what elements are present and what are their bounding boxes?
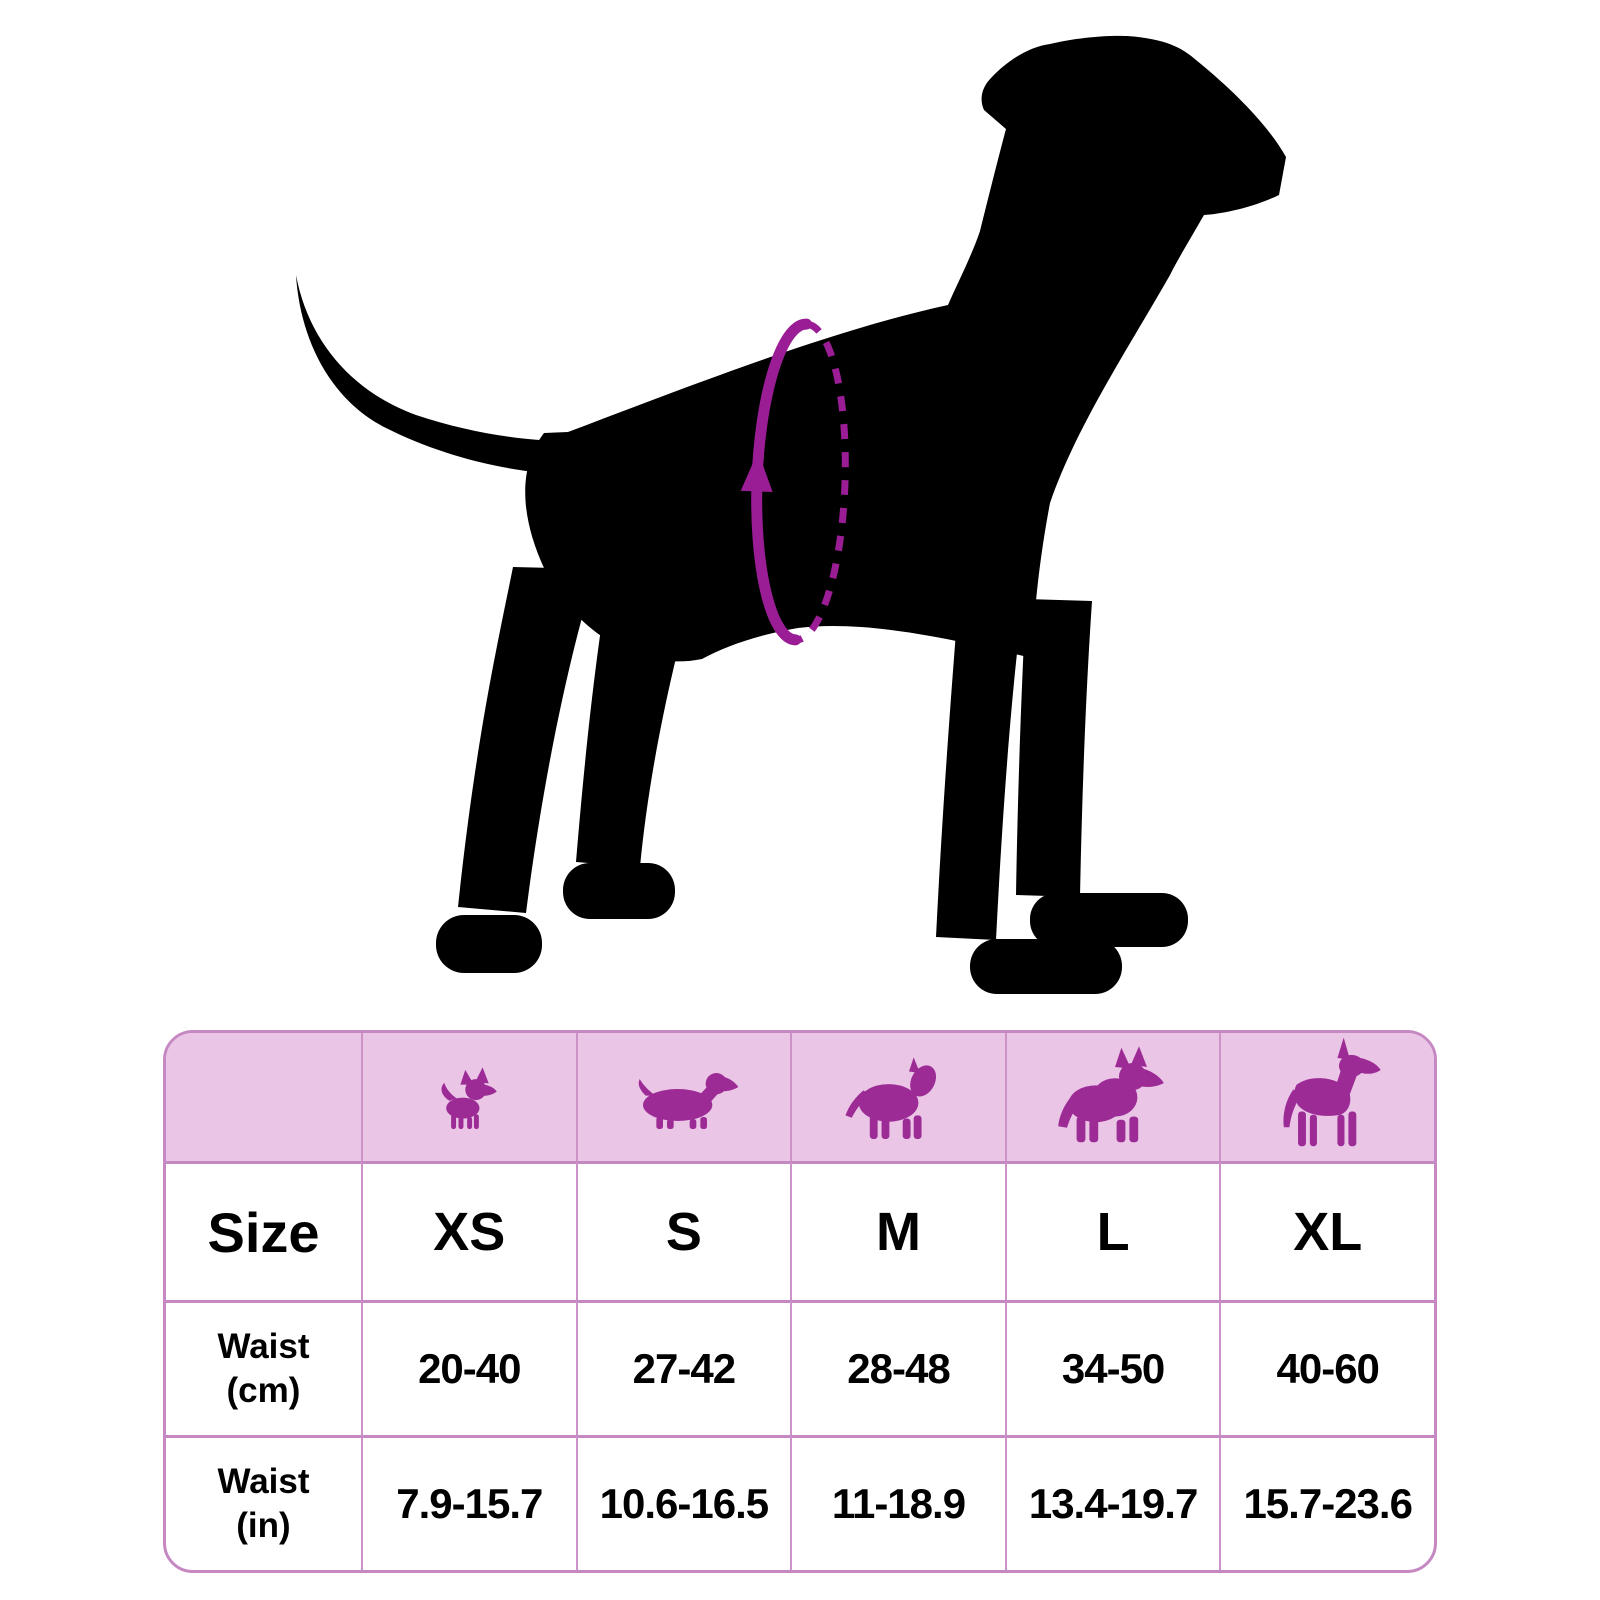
dog-measurement-figure — [258, 12, 1298, 997]
dog-hind-leg-near — [458, 567, 596, 913]
waist-cm-l: 34-50 — [1004, 1300, 1220, 1435]
waist-cm-row-label: Waist (cm) — [166, 1300, 361, 1435]
header-empty-cell — [166, 1033, 361, 1161]
dog-front-foot-far — [1030, 893, 1188, 947]
waist-cm-xl: 40-60 — [1219, 1300, 1434, 1435]
size-value-m: M — [790, 1161, 1005, 1300]
dog-hind-leg-far — [576, 552, 703, 867]
waist-in-l: 13.4-19.7 — [1004, 1435, 1220, 1570]
dog-tail — [296, 275, 576, 475]
great-dane-icon — [1219, 1033, 1434, 1161]
size-value-xs: XS — [361, 1161, 576, 1300]
waist-in-xl: 15.7-23.6 — [1219, 1435, 1434, 1570]
dog-silhouette — [296, 35, 1286, 994]
bull-terrier-icon — [790, 1033, 1005, 1161]
dog-hind-foot-near — [436, 915, 542, 973]
size-chart-table: Size XS S M L XL Waist (cm) 20-40 27-42 … — [163, 1030, 1437, 1573]
dachshund-icon — [575, 1033, 791, 1161]
size-value-xl: XL — [1219, 1161, 1434, 1300]
measure-dashed-arc — [795, 320, 849, 644]
waist-cm-s: 27-42 — [575, 1300, 791, 1435]
dog-hind-foot-far — [563, 863, 675, 919]
waist-in-s: 10.6-16.5 — [575, 1435, 791, 1570]
waist-measurement-ellipse — [740, 318, 849, 646]
size-value-l: L — [1004, 1161, 1220, 1300]
size-value-s: S — [575, 1161, 791, 1300]
german-shepherd-icon — [1004, 1033, 1220, 1161]
waist-cm-m: 28-48 — [790, 1300, 1005, 1435]
measure-arrow-icon — [740, 451, 773, 493]
waist-cm-xs: 20-40 — [361, 1300, 576, 1435]
dog-front-leg-far — [1016, 599, 1092, 897]
dog-body — [525, 35, 1286, 662]
waist-in-row-label: Waist (in) — [166, 1435, 361, 1570]
size-row-label: Size — [166, 1161, 361, 1300]
dog-front-foot-near — [970, 939, 1122, 994]
chihuahua-icon — [361, 1033, 576, 1161]
dog-front-leg-near — [936, 607, 1022, 940]
waist-in-m: 11-18.9 — [790, 1435, 1005, 1570]
waist-in-xs: 7.9-15.7 — [361, 1435, 576, 1570]
